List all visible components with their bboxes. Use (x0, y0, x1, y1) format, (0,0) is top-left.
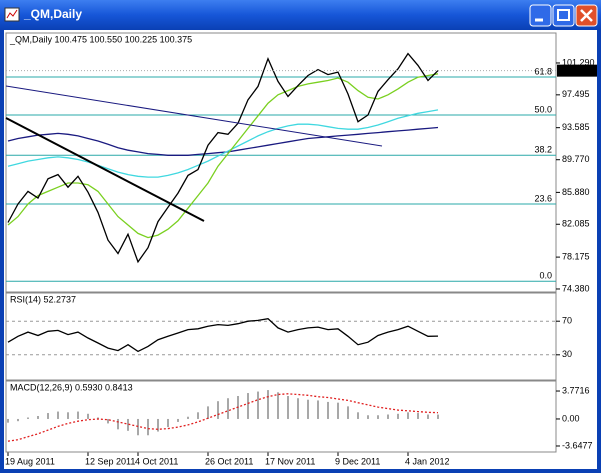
histogram-bar (47, 413, 49, 419)
histogram-bar (257, 391, 259, 419)
fib-label: 0.0 (539, 271, 552, 281)
fib-label: 61.8 (534, 66, 552, 76)
series-line (7, 318, 439, 353)
histogram-bar (207, 406, 209, 419)
histogram-bar (357, 412, 359, 419)
y-tick-label: 97.495 (562, 89, 590, 99)
y-tick-label: 74.380 (562, 283, 590, 293)
panel (5, 292, 557, 381)
title-bar (0, 0, 601, 30)
histogram-bar (147, 418, 149, 436)
window-title: _QM,Daily (23, 7, 82, 21)
panel-title: RSI(14) 52.2737 (10, 294, 76, 304)
histogram-bar (307, 399, 309, 419)
histogram-bar (87, 413, 89, 419)
series-line (7, 52, 439, 264)
histogram-bar (367, 415, 369, 419)
histogram-bar (197, 412, 199, 419)
histogram-bar (157, 418, 159, 432)
y-tick-label: 78.175 (562, 251, 590, 261)
histogram-bar (277, 392, 279, 419)
histogram-bar (187, 416, 189, 419)
close-glyph (580, 9, 593, 22)
fib-label: 23.6 (534, 193, 552, 203)
maximize-button[interactable] (552, 4, 575, 27)
panel-title: MACD(12,26,9) 0.5930 0.8413 (10, 382, 133, 392)
fib-label: 50.0 (534, 104, 552, 114)
histogram-bar (437, 414, 439, 419)
y-tick-label: -3.6477 (562, 440, 593, 450)
chart-layer: 101.290 97.495 93.585 89.770 85.880 82.085 78.… (5, 32, 597, 466)
y-tick-label: 0.00 (562, 413, 580, 423)
series-line (7, 73, 439, 239)
histogram-bar (347, 406, 349, 419)
histogram-bar (417, 413, 419, 419)
histogram-bar (337, 402, 339, 419)
histogram-bar (297, 398, 299, 419)
x-tick-label: 19 Aug 2011 (5, 456, 55, 466)
last-price-label: 100.375 (560, 65, 593, 75)
panel (5, 380, 557, 453)
histogram-bar (287, 396, 289, 419)
histogram-bar (397, 413, 399, 419)
histogram-bar (107, 418, 109, 424)
client-area (4, 30, 597, 469)
y-tick-label: 93.585 (562, 122, 590, 132)
y-tick-label: 3.7716 (562, 385, 590, 395)
y-tick-label: 30 (562, 349, 572, 359)
histogram-bar (267, 390, 269, 419)
histogram-bar (167, 418, 169, 428)
panel (5, 32, 557, 293)
x-tick-label: 17 Nov 2011 (265, 456, 315, 466)
histogram-bar (137, 418, 139, 436)
histogram-bar (327, 401, 329, 419)
y-tick-label: 89.770 (562, 154, 590, 164)
trend-line (5, 85, 383, 147)
histogram-bar (27, 417, 29, 419)
histogram-bar (227, 398, 229, 419)
histogram-bar (117, 418, 119, 430)
maximize-glyph (557, 9, 570, 21)
x-tick-label: 4 Oct 2011 (135, 456, 178, 466)
series-line (7, 126, 439, 156)
histogram-bar (97, 417, 99, 419)
histogram-bar (427, 414, 429, 419)
last-price-box (557, 64, 597, 77)
minimize-button[interactable] (529, 4, 552, 27)
x-tick-label: 9 Dec 2011 (335, 456, 380, 466)
fib-label: 38.2 (534, 145, 552, 155)
histogram-bar (377, 415, 379, 419)
y-tick-label: 82.085 (562, 219, 590, 229)
y-tick-label: 70 (562, 316, 572, 326)
histogram-bar (177, 418, 179, 422)
histogram-bar (67, 412, 69, 419)
histogram-bar (17, 418, 19, 422)
panel-title: _QM,Daily 100.475 100.550 100.225 100.37… (9, 34, 192, 44)
histogram-bar (7, 418, 9, 423)
x-tick-label: 26 Oct 2011 (205, 456, 253, 466)
histogram-bar (317, 400, 319, 419)
x-tick-label: 4 Jan 2012 (405, 456, 450, 466)
trend-line (5, 117, 205, 222)
histogram-bar (407, 412, 409, 419)
y-tick-label: 101.290 (562, 57, 595, 67)
series-line (7, 393, 439, 442)
histogram-bar (217, 401, 219, 419)
window-icon-glyph (6, 9, 18, 19)
histogram-bar (37, 416, 39, 419)
histogram-bar (57, 411, 59, 419)
histogram-bar (127, 418, 129, 431)
histogram-bar (247, 393, 249, 419)
x-tick-label: 12 Sep 2011 (85, 456, 135, 466)
histogram-bar (77, 411, 79, 419)
histogram-bar (387, 414, 389, 419)
y-tick-label: 85.880 (562, 187, 590, 197)
series-line (7, 109, 439, 178)
